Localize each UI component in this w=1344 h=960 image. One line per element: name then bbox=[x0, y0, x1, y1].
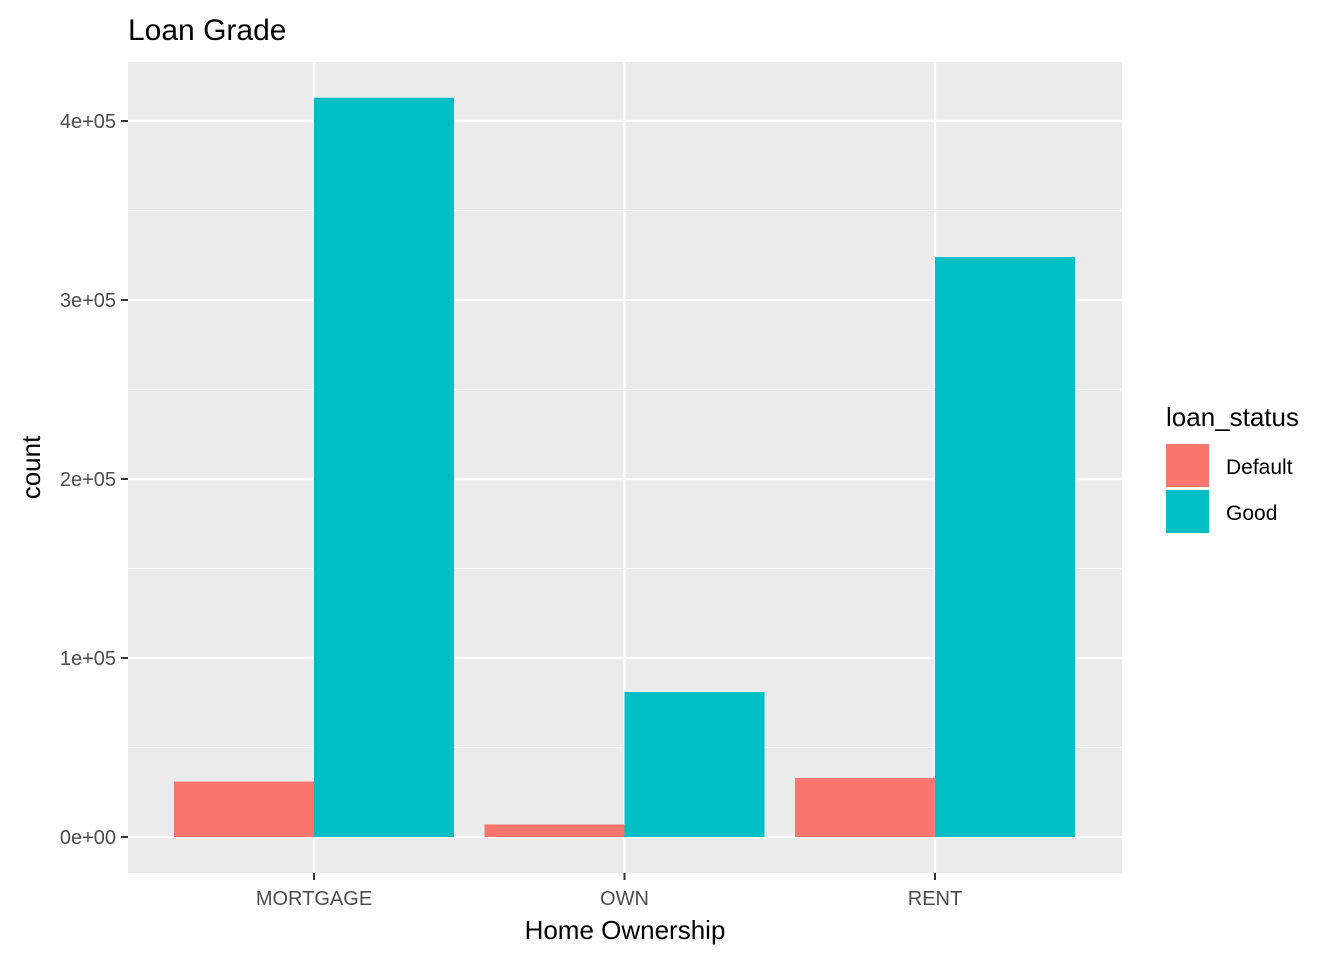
legend: loan_status Default Good bbox=[1166, 402, 1299, 533]
bar-good-own bbox=[624, 692, 765, 837]
y-tick-label: 3e+05 bbox=[60, 290, 116, 312]
legend-key-default bbox=[1166, 444, 1209, 487]
y-tick-label: 4e+05 bbox=[60, 111, 116, 133]
x-axis: MORTGAGE OWN RENT bbox=[256, 873, 962, 910]
bar-good-mortgage bbox=[314, 97, 454, 838]
x-tick-label: OWN bbox=[600, 888, 649, 910]
bar-default-rent bbox=[795, 777, 935, 837]
y-axis-title: count bbox=[16, 435, 46, 499]
bar-default-mortgage bbox=[174, 781, 314, 837]
y-tick-label: 2e+05 bbox=[60, 469, 116, 491]
legend-key-good bbox=[1166, 490, 1209, 533]
x-tick-label: RENT bbox=[908, 888, 962, 910]
y-tick-label: 1e+05 bbox=[60, 648, 116, 670]
x-tick-label: MORTGAGE bbox=[256, 888, 372, 910]
legend-title: loan_status bbox=[1166, 402, 1299, 432]
legend-label-default: Default bbox=[1226, 456, 1293, 479]
x-axis-title: Home Ownership bbox=[525, 915, 726, 945]
bars bbox=[174, 97, 1075, 838]
legend-label-good: Good bbox=[1226, 502, 1277, 525]
bar-good-rent bbox=[935, 257, 1075, 837]
legend-items: Default Good bbox=[1166, 444, 1293, 533]
y-axis: 0e+00 1e+05 2e+05 3e+05 4e+05 bbox=[60, 111, 128, 849]
y-tick-label: 0e+00 bbox=[60, 827, 116, 849]
bar-default-own bbox=[484, 824, 625, 837]
chart-title: Loan Grade bbox=[128, 14, 286, 47]
